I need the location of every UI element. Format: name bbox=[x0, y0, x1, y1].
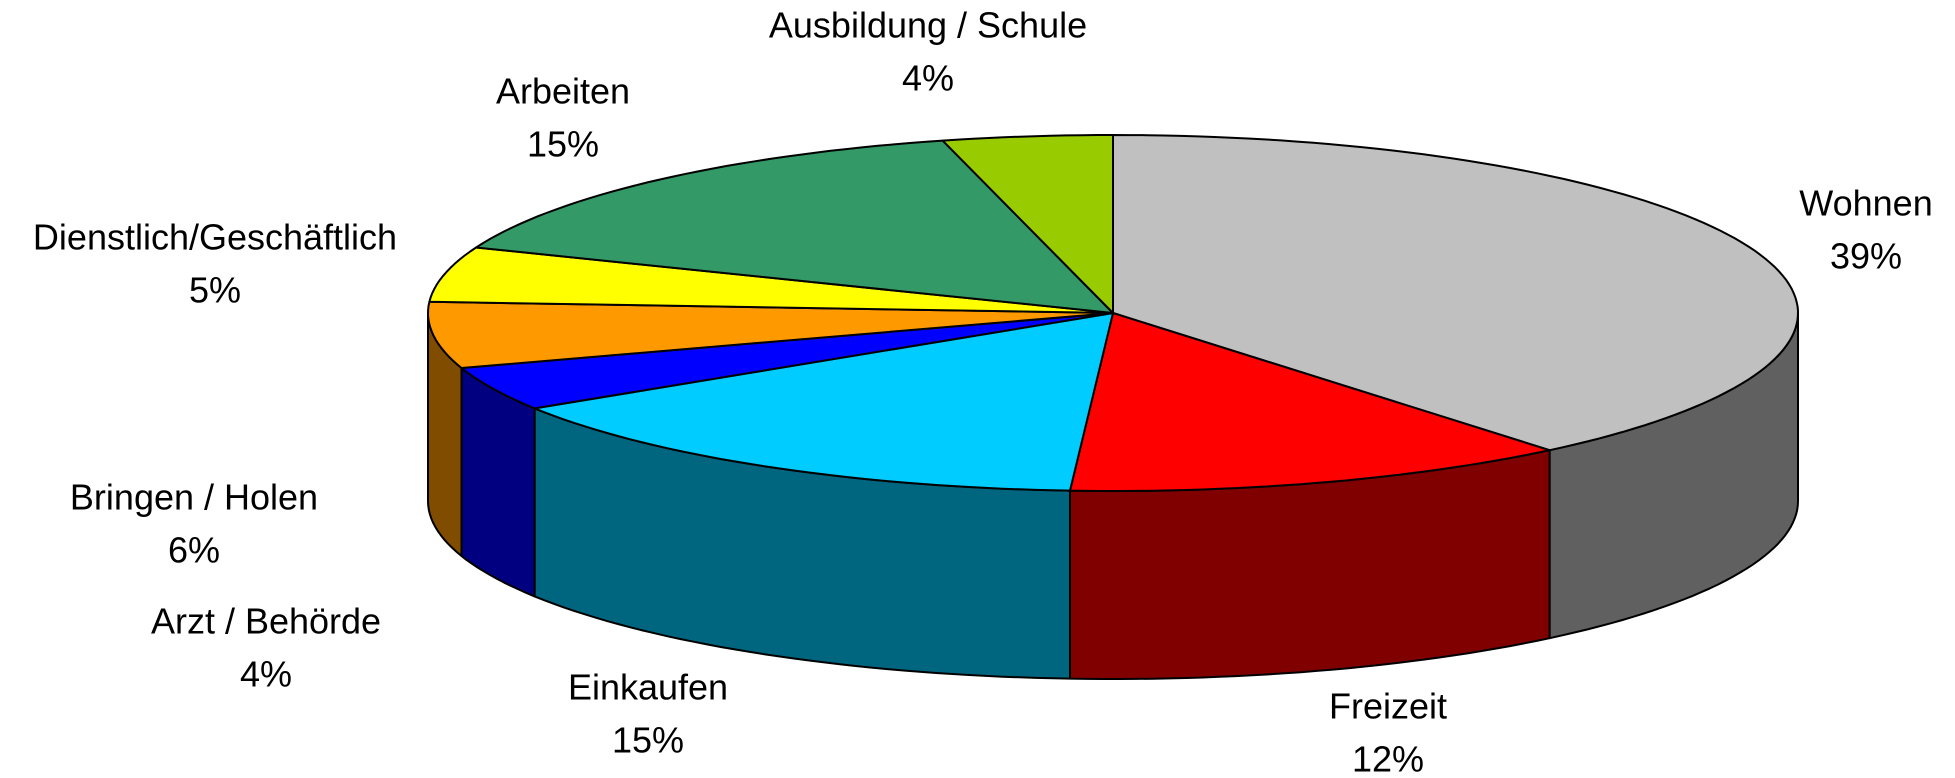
value-label: 15% bbox=[527, 124, 599, 165]
value-label: 6% bbox=[168, 530, 220, 571]
slice bbox=[1112, 134, 1799, 452]
value-label: 15% bbox=[612, 720, 684, 761]
category-label: Bringen / Holen bbox=[70, 477, 318, 518]
category-label: Ausbildung / Schule bbox=[769, 5, 1087, 46]
category-label: Einkaufen bbox=[568, 667, 728, 708]
value-label: 4% bbox=[240, 654, 292, 695]
category-label: Dienstlich/Geschäftlich bbox=[33, 217, 397, 258]
slice bbox=[1069, 312, 1551, 492]
slice bbox=[428, 246, 1114, 314]
value-label: 12% bbox=[1352, 739, 1424, 778]
category-label: Wohnen bbox=[1799, 183, 1932, 224]
slice bbox=[460, 312, 1114, 410]
value-label: 5% bbox=[189, 270, 241, 311]
slice bbox=[941, 134, 1114, 314]
slice bbox=[475, 139, 1114, 314]
category-label: Arbeiten bbox=[496, 71, 630, 112]
category-label: Freizeit bbox=[1329, 686, 1447, 727]
value-label: 39% bbox=[1830, 236, 1902, 277]
value-label: 4% bbox=[902, 58, 954, 99]
category-label: Arzt / Behörde bbox=[151, 601, 381, 642]
slice bbox=[427, 300, 1114, 369]
slice bbox=[533, 312, 1114, 492]
